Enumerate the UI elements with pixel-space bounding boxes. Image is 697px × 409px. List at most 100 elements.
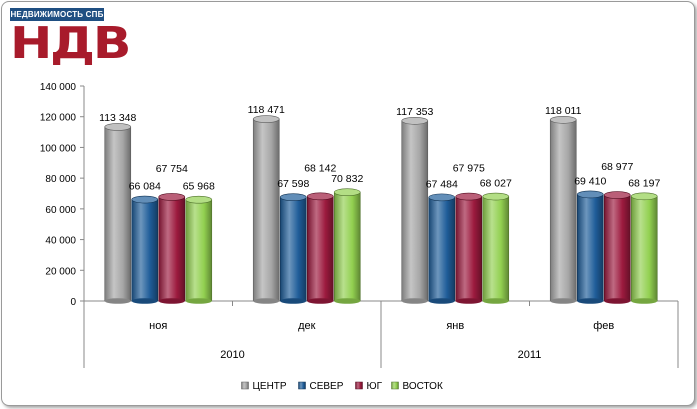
data-label: 118 011 [545, 105, 582, 117]
data-label: 68 977 [601, 161, 633, 173]
bar [333, 188, 361, 304]
data-label: 118 471 [248, 104, 285, 116]
logo: НЕДВИЖИМОСТЬ СПБ НДВ [10, 8, 131, 72]
bar [104, 123, 132, 304]
bar [549, 115, 577, 304]
bar-body [401, 120, 429, 302]
bar-body [549, 119, 577, 302]
bar-body [576, 194, 604, 302]
bar-base [158, 298, 185, 304]
bar-body [428, 197, 456, 302]
bar-base [428, 298, 455, 304]
data-label: 68 027 [480, 178, 512, 190]
bar-base [401, 298, 428, 304]
bar-base [631, 298, 658, 304]
y-tick-label: 20 000 [45, 266, 76, 277]
legend-item: ЮГ [355, 381, 383, 392]
bar [252, 115, 280, 304]
y-tick-label: 0 [70, 297, 76, 308]
bar-base [280, 298, 307, 304]
bar [401, 116, 429, 304]
bar [306, 192, 334, 304]
y-tick-label: 60 000 [45, 205, 76, 216]
bar-top [252, 115, 280, 123]
bar-base [455, 298, 482, 304]
bar-body [482, 196, 510, 302]
bar-top [401, 116, 429, 125]
data-label: 69 410 [574, 175, 606, 187]
y-tick-label: 100 000 [40, 143, 77, 154]
bar-top [158, 193, 186, 201]
bar [576, 190, 604, 304]
y-tick-label: 140 000 [40, 82, 77, 93]
data-label: 67 598 [277, 178, 309, 190]
legend-label: ЦЕНТР [253, 381, 287, 392]
bar-top [576, 190, 604, 199]
y-tick-label: 40 000 [45, 236, 76, 247]
bar-base [550, 298, 577, 304]
bar-top [630, 192, 658, 201]
labels-layer: 113 348 66 084 67 754 65 968 118 471 67 598 68… [99, 104, 660, 193]
bar [603, 191, 631, 304]
data-label: 67 754 [156, 163, 188, 175]
legend-item: ВОСТОК [391, 381, 443, 392]
bar-top [333, 188, 361, 197]
bar-body [333, 191, 361, 302]
legend-swatch [298, 381, 306, 390]
bar-base [307, 298, 334, 304]
data-label: 67 484 [426, 178, 458, 190]
bar-base [482, 298, 509, 304]
logo-mark: НДВ [10, 18, 131, 69]
legend-swatch [241, 381, 249, 390]
bar [158, 193, 186, 304]
x-group-label: 2011 [518, 349, 542, 361]
bar-body [131, 199, 159, 302]
bar-body [603, 194, 631, 302]
bar-top [428, 193, 456, 202]
data-label: 68 197 [628, 177, 660, 189]
bar-top [279, 193, 307, 201]
x-group-label: 2010 [220, 349, 244, 361]
bar-body [455, 196, 483, 302]
bar-base [185, 298, 212, 304]
bar [279, 193, 307, 304]
bar-body [306, 196, 334, 302]
data-label: 68 142 [304, 162, 336, 174]
bar-top [131, 195, 159, 204]
legend-item: ЦЕНТР [241, 381, 287, 392]
logo-brand-text: НЕДВИЖИМОСТЬ СПБ [10, 8, 104, 21]
data-label: 117 353 [396, 106, 433, 118]
x-category-label: ноя [149, 320, 167, 332]
bar-top [603, 191, 631, 199]
legend-label: СЕВЕР [310, 381, 344, 392]
bar [185, 195, 213, 304]
y-tick-label: 120 000 [40, 113, 77, 124]
bar-top [549, 115, 577, 124]
x-category-label: янв [446, 320, 464, 332]
legend-item: СЕВЕР [298, 381, 344, 392]
legend: ЦЕНТР СЕВЕР ЮГ ВОСТОК [241, 381, 443, 392]
legend-swatch [355, 381, 363, 390]
bar-body [252, 118, 280, 302]
bar-top [455, 192, 483, 201]
legend-label: ЮГ [367, 381, 383, 392]
x-category-label: фев [593, 320, 614, 332]
bars-layer [104, 115, 658, 304]
data-label: 65 968 [183, 181, 215, 193]
bar-body [185, 199, 213, 302]
bar-base [577, 298, 604, 304]
y-tick-label: 80 000 [45, 174, 76, 185]
x-category-label: дек [298, 320, 316, 332]
bar-body [279, 196, 307, 302]
bar-base [104, 298, 131, 304]
bar-body [104, 126, 132, 302]
bar-body [630, 195, 658, 302]
data-label: 113 348 [99, 112, 136, 124]
data-label: 70 832 [331, 173, 363, 185]
bar [131, 195, 159, 304]
bar-base [604, 298, 631, 304]
legend-swatch [391, 381, 399, 390]
legend-label: ВОСТОК [403, 381, 443, 392]
bar [482, 192, 510, 304]
